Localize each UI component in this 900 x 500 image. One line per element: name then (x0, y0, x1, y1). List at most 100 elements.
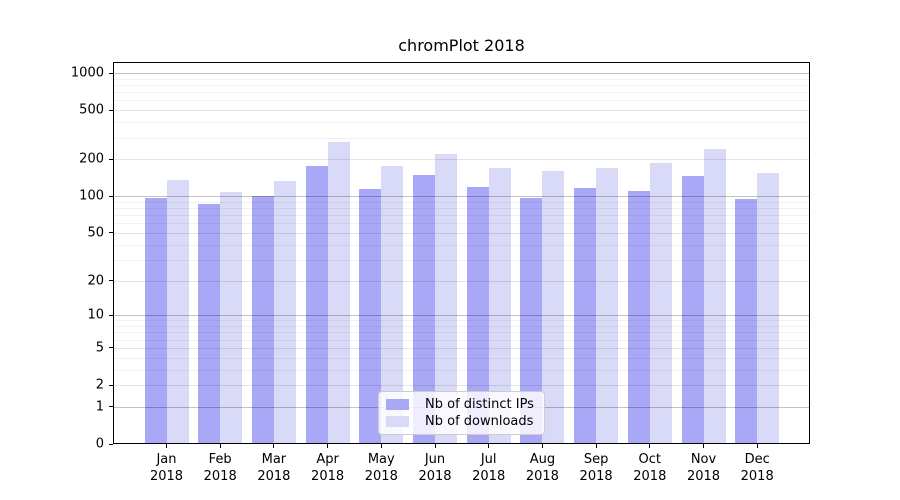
legend: Nb of distinct IPs Nb of downloads (378, 391, 545, 435)
x-tick-label-oct: Oct 2018 (633, 452, 667, 484)
y-tick-label-10: 10 (87, 307, 104, 323)
gridline-60 (113, 223, 810, 225)
legend-label-downloads: Nb of downloads (425, 414, 534, 429)
x-tick-label-jun: Jun 2018 (418, 452, 452, 484)
gridline-5 (113, 347, 810, 349)
gridline-500 (113, 110, 810, 112)
x-tick-mark-mar (273, 444, 275, 448)
bar-ips-dec (735, 198, 758, 444)
bar-downloads-jun (435, 153, 457, 444)
bar-downloads-sep (596, 167, 619, 444)
bar-downloads-feb (220, 192, 243, 444)
gridline-40 (113, 244, 810, 246)
y-tick-mark-20 (109, 280, 113, 281)
y-tick-label-100: 100 (79, 188, 104, 204)
bar-ips-jul (466, 187, 489, 444)
gridline-800 (113, 85, 810, 86)
bar-ips-apr (305, 166, 328, 444)
x-tick-mark-aug (541, 444, 543, 448)
plot-area (113, 62, 810, 444)
y-tick-label-1: 1 (95, 399, 104, 415)
gridline-90 (113, 201, 810, 203)
gridline-10 (113, 315, 810, 317)
x-tick-mark-jan (166, 444, 167, 448)
bar-ips-oct (627, 191, 650, 444)
bar-downloads-dec (757, 173, 780, 444)
x-tick-mark-may (380, 444, 382, 448)
gridline-70 (113, 215, 810, 217)
y-tick-label-200: 200 (79, 151, 104, 167)
legend-item-downloads: Nb of downloads (386, 414, 536, 429)
y-tick-mark-1000 (109, 72, 113, 74)
x-tick-label-mar: Mar 2018 (257, 452, 291, 484)
bar-downloads-may (381, 166, 404, 444)
gridline-4 (113, 357, 810, 359)
y-tick-label-0: 0 (95, 436, 104, 452)
y-tick-mark-100 (109, 195, 113, 197)
bar-ips-feb (198, 203, 221, 444)
chart-title: chromPlot 2018 (398, 36, 525, 55)
gridline-7 (113, 332, 810, 334)
x-tick-mark-feb (219, 444, 221, 448)
y-tick-mark-10 (109, 314, 113, 316)
y-tick-label-50: 50 (87, 225, 104, 241)
bar-downloads-nov (703, 149, 726, 444)
x-tick-label-jan: Jan 2018 (149, 452, 184, 484)
bar-ips-jun (413, 174, 435, 444)
bar-downloads-jan (166, 179, 189, 444)
x-tick-mark-jun (434, 444, 436, 448)
gridline-100 (113, 196, 810, 198)
x-tick-mark-oct (649, 444, 651, 448)
x-tick-mark-nov (703, 444, 704, 448)
x-tick-mark-dec (756, 444, 758, 448)
gridline-20 (113, 280, 810, 282)
gridline-1000 (113, 73, 810, 74)
x-tick-label-apr: Apr 2018 (311, 452, 345, 484)
bar-downloads-oct (649, 163, 672, 444)
x-tick-label-dec: Dec 2018 (740, 452, 774, 484)
gridline-200 (113, 159, 810, 161)
gridline-700 (113, 92, 810, 94)
gridline-6 (113, 339, 810, 341)
x-tick-mark-apr (327, 444, 329, 448)
x-tick-label-sep: Sep 2018 (579, 452, 613, 484)
bar-downloads-jul (488, 167, 511, 444)
y-tick-label-5: 5 (95, 340, 104, 356)
legend-swatch-downloads (386, 416, 409, 427)
gridline-400 (113, 122, 810, 124)
legend-label-distinct-ips: Nb of distinct IPs (425, 397, 534, 412)
bar-ips-nov (681, 175, 704, 444)
gridline-2 (113, 385, 810, 386)
x-tick-mark-jul (488, 444, 490, 448)
bar-downloads-mar (273, 180, 296, 444)
legend-item-distinct-ips: Nb of distinct IPs (386, 397, 536, 412)
x-tick-label-may: May 2018 (364, 452, 398, 484)
x-tick-label-jul: Jul 2018 (472, 452, 506, 484)
bar-ips-jan (144, 198, 167, 444)
y-tick-mark-0 (109, 443, 113, 445)
y-tick-mark-200 (109, 158, 113, 160)
y-tick-label-1000: 1000 (70, 65, 104, 81)
x-tick-label-feb: Feb 2018 (203, 452, 237, 484)
x-tick-mark-sep (595, 444, 597, 448)
legend-swatch-distinct-ips (386, 399, 409, 410)
y-tick-mark-500 (109, 109, 113, 111)
gridline-3 (113, 369, 810, 371)
y-tick-mark-2 (109, 384, 113, 386)
gridline-8 (113, 326, 810, 327)
gridline-300 (113, 137, 810, 139)
y-tick-mark-50 (109, 232, 113, 234)
gridline-900 (113, 78, 810, 80)
bar-downloads-aug (542, 171, 565, 444)
y-tick-label-20: 20 (87, 273, 104, 288)
gridline-80 (113, 208, 810, 209)
y-tick-label-500: 500 (79, 102, 104, 118)
bar-ips-sep (574, 188, 597, 444)
bar-ips-mar (251, 196, 274, 444)
gridline-50 (113, 232, 810, 234)
gridline-600 (113, 100, 810, 102)
y-tick-mark-1 (109, 406, 113, 408)
gridline-30 (113, 259, 810, 261)
bar-ips-may (359, 188, 382, 444)
